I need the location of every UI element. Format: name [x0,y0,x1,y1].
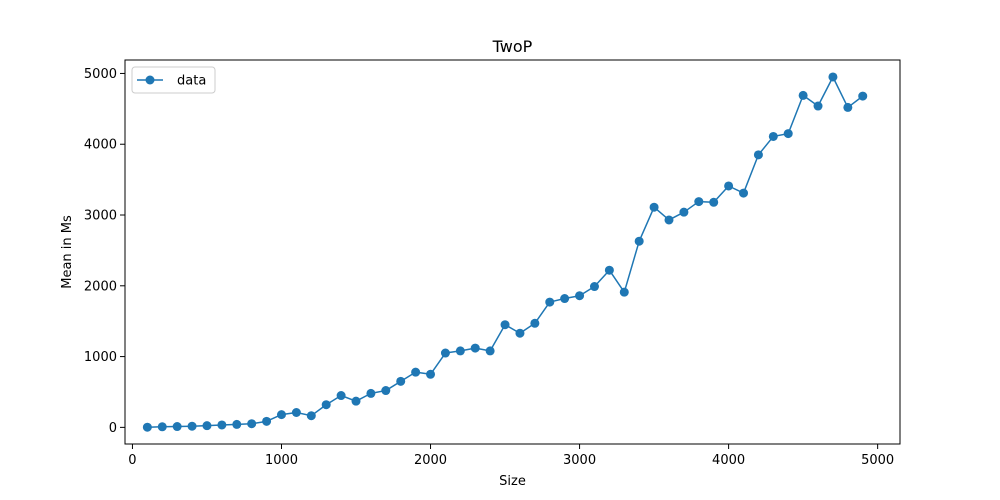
series-data [142,72,868,432]
y-tick-label: 4000 [84,138,117,153]
data-point [217,420,227,430]
data-point [634,236,644,246]
x-tick-label: 4000 [712,453,745,468]
data-point [515,328,525,338]
data-point [232,419,242,429]
x-tick-label: 5000 [861,453,894,468]
data-point [142,422,152,432]
legend-box [131,66,216,94]
data-point [649,202,659,212]
data-point [262,416,272,426]
x-axis: 0 1000 2000 3000 4000 5000 [128,444,894,468]
data-point [783,129,793,139]
y-axis-label: Mean in Ms [60,215,75,289]
data-point [306,411,316,421]
x-tick-label: 2000 [414,453,447,468]
y-tick-label: 2000 [84,279,117,294]
data-point [828,72,838,82]
data-point [694,197,704,207]
data-point [619,287,629,297]
x-tick-label: 0 [128,453,136,468]
y-tick-label: 5000 [84,67,117,82]
data-point [560,294,570,304]
data-point [679,207,689,217]
data-point [530,318,540,328]
data-point [813,101,823,111]
data-point [187,421,197,431]
y-axis: 0 1000 2000 3000 4000 5000 [84,67,125,436]
plot-area [124,59,901,445]
data-point [351,396,361,406]
data-point [202,421,212,431]
data-point [739,188,749,198]
data-point [440,348,450,358]
data-point [709,197,719,207]
data-point [858,91,868,101]
data-point [545,297,555,307]
data-point [276,410,286,420]
x-tick-label: 3000 [563,453,596,468]
data-point [411,367,421,377]
y-tick-label: 3000 [84,209,117,224]
data-point [604,265,614,275]
x-axis-label: Size [499,474,526,489]
legend: data [131,66,216,94]
data-point [247,419,257,429]
data-point [500,320,510,330]
data-point [470,343,480,353]
data-point [664,215,674,225]
data-point [589,282,599,292]
data-point [336,391,346,401]
legend-marker-swatch [145,75,155,85]
data-point [426,369,436,379]
data-point [172,422,182,432]
data-point [485,346,495,356]
data-point [366,388,376,398]
data-point [575,291,585,301]
data-point [724,181,734,191]
data-point [396,376,406,386]
data-point [455,346,465,356]
chart-title: TwoP [492,37,533,56]
data-point [381,386,391,396]
data-point [157,422,167,432]
y-tick-label: 0 [109,421,117,436]
data-point [798,90,808,100]
legend-label-data: data [177,74,206,89]
data-point [843,102,853,112]
x-tick-label: 1000 [265,453,298,468]
y-tick-label: 1000 [84,350,117,365]
data-point [321,400,331,410]
data-point [753,150,763,160]
data-point [291,408,301,417]
data-point [768,131,778,141]
